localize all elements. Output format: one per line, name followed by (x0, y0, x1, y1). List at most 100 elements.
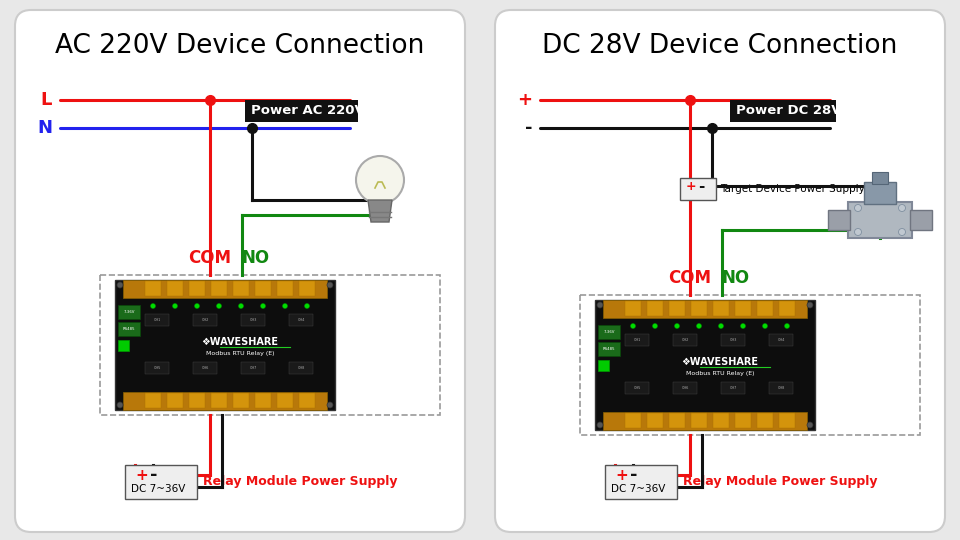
Bar (123, 280, 327, 298)
Bar (721, 382, 745, 394)
Bar (277, 281, 293, 296)
Bar (118, 305, 140, 319)
Text: CH1: CH1 (154, 318, 160, 322)
Bar (211, 393, 227, 408)
Bar (233, 393, 249, 408)
Circle shape (762, 323, 767, 328)
Circle shape (740, 323, 746, 328)
Bar (828, 210, 850, 230)
Bar (233, 281, 249, 296)
Text: -: - (630, 466, 637, 484)
Polygon shape (368, 200, 392, 222)
Text: Modbus RTU Relay (E): Modbus RTU Relay (E) (685, 372, 755, 376)
Circle shape (631, 323, 636, 328)
Circle shape (653, 323, 658, 328)
Bar (123, 392, 327, 410)
Bar (299, 393, 315, 408)
Bar (910, 210, 932, 230)
Bar (241, 362, 265, 374)
Bar (603, 412, 807, 430)
Bar (625, 413, 641, 428)
Circle shape (807, 302, 813, 308)
Bar (145, 281, 161, 296)
Text: +: + (517, 91, 532, 109)
Bar (193, 362, 217, 374)
Bar (598, 325, 620, 339)
Text: CH3: CH3 (730, 338, 736, 342)
Bar (713, 301, 729, 316)
Text: DC 28V Device Connection: DC 28V Device Connection (542, 33, 898, 59)
Bar (289, 314, 313, 326)
Bar (193, 314, 217, 326)
Bar (598, 342, 620, 356)
Bar (735, 413, 751, 428)
Text: -: - (150, 466, 157, 484)
Bar (769, 382, 793, 394)
Bar (779, 413, 795, 428)
Text: NO: NO (722, 269, 750, 287)
Bar (680, 178, 716, 200)
Bar (605, 465, 677, 499)
Bar (848, 202, 912, 238)
Bar (118, 340, 129, 351)
Circle shape (854, 205, 861, 212)
Text: CH8: CH8 (298, 366, 304, 370)
Text: 7-36V: 7-36V (603, 330, 614, 334)
Text: CH7: CH7 (730, 386, 736, 390)
Text: CH1: CH1 (634, 338, 640, 342)
Text: NO: NO (242, 249, 270, 267)
Bar (625, 301, 641, 316)
Bar (115, 280, 335, 410)
Bar (277, 393, 293, 408)
Text: Power AC 220V: Power AC 220V (251, 105, 365, 118)
Bar (289, 362, 313, 374)
Text: Power DC 28V: Power DC 28V (736, 105, 842, 118)
Circle shape (718, 323, 724, 328)
Bar (167, 281, 183, 296)
Circle shape (117, 402, 123, 408)
Text: COM: COM (668, 269, 711, 287)
Text: CH6: CH6 (202, 366, 208, 370)
Bar (757, 301, 773, 316)
Text: RS485: RS485 (123, 327, 135, 331)
Text: CH8: CH8 (778, 386, 784, 390)
Bar (145, 393, 161, 408)
Bar (100, 275, 440, 415)
Bar (255, 393, 271, 408)
Text: Modbus RTU Relay (E): Modbus RTU Relay (E) (205, 352, 275, 356)
Bar (211, 281, 227, 296)
Bar (603, 300, 807, 318)
Text: +: + (686, 180, 697, 193)
Text: Relay Module Power Supply: Relay Module Power Supply (683, 476, 877, 489)
Text: CH2: CH2 (202, 318, 208, 322)
Text: L: L (40, 91, 52, 109)
Bar (299, 281, 315, 296)
Bar (647, 413, 663, 428)
Bar (595, 300, 815, 430)
Bar (647, 301, 663, 316)
Circle shape (675, 323, 680, 328)
Bar (691, 301, 707, 316)
Bar (189, 393, 205, 408)
Bar (872, 172, 888, 184)
Text: ❖WAVESHARE: ❖WAVESHARE (682, 357, 758, 367)
Circle shape (238, 303, 244, 308)
Circle shape (807, 422, 813, 428)
Text: +: + (135, 468, 148, 483)
FancyBboxPatch shape (15, 10, 465, 532)
Circle shape (327, 282, 333, 288)
Text: DC 7~36V: DC 7~36V (611, 484, 665, 494)
Bar (118, 322, 140, 336)
Bar (669, 301, 685, 316)
Bar (713, 413, 729, 428)
Circle shape (784, 323, 789, 328)
Circle shape (899, 228, 905, 235)
Circle shape (304, 303, 309, 308)
Circle shape (151, 303, 156, 308)
Text: ❖WAVESHARE: ❖WAVESHARE (202, 337, 278, 347)
Text: N: N (37, 119, 52, 137)
Text: DC 7~36V: DC 7~36V (131, 484, 185, 494)
Text: CH5: CH5 (634, 386, 640, 390)
Bar (189, 281, 205, 296)
Bar (145, 314, 169, 326)
